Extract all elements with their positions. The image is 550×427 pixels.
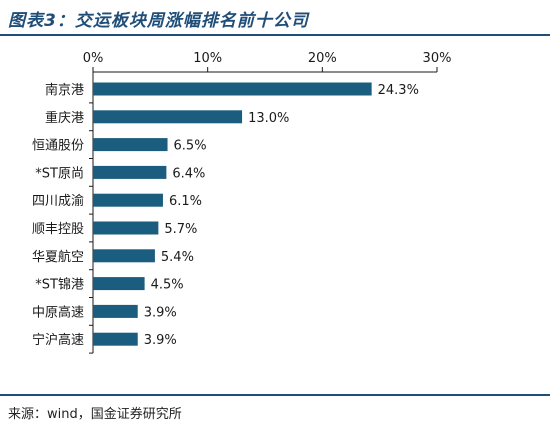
data-label: 6.5% xyxy=(174,139,207,154)
category-label: *ST锦港 xyxy=(35,278,84,293)
bar xyxy=(93,165,167,179)
data-label: 6.1% xyxy=(169,194,202,209)
category-label: 宁沪高速 xyxy=(32,332,84,348)
footer-divider xyxy=(0,394,550,396)
category-label: 南京港 xyxy=(45,82,84,98)
data-label: 3.9% xyxy=(144,305,177,320)
category-label: 顺丰控股 xyxy=(32,222,84,237)
category-label: 恒通股份 xyxy=(32,139,84,154)
data-label: 6.4% xyxy=(172,166,205,181)
bar xyxy=(93,110,243,124)
chart-title: 图表3：交运板块周涨幅排名前十公司 xyxy=(8,11,309,31)
bar xyxy=(93,277,145,291)
bar xyxy=(93,82,372,96)
category-label: 四川成渝 xyxy=(32,193,84,209)
data-label: 13.0% xyxy=(248,111,289,126)
category-label: 中原高速 xyxy=(32,304,84,320)
category-label: 华夏航空 xyxy=(32,249,84,265)
bar xyxy=(93,221,159,235)
data-label: 5.4% xyxy=(161,250,194,265)
title-divider xyxy=(0,34,550,36)
x-tick-label: 30% xyxy=(423,51,452,66)
x-tick-label: 10% xyxy=(193,51,222,66)
x-tick-label: 0% xyxy=(83,51,104,66)
data-label: 4.5% xyxy=(151,278,184,293)
data-label: 5.7% xyxy=(164,222,197,237)
x-tick-label: 20% xyxy=(308,51,337,66)
bar xyxy=(93,332,138,346)
bar xyxy=(93,193,163,207)
bar xyxy=(93,304,138,318)
bar xyxy=(93,249,155,263)
category-label: 重庆港 xyxy=(45,110,84,126)
bar xyxy=(93,138,168,152)
data-label: 3.9% xyxy=(144,333,177,348)
data-label: 24.3% xyxy=(378,83,419,98)
category-label: *ST原尚 xyxy=(35,166,84,181)
source-note: 来源：wind，国金证券研究所 xyxy=(8,407,182,422)
